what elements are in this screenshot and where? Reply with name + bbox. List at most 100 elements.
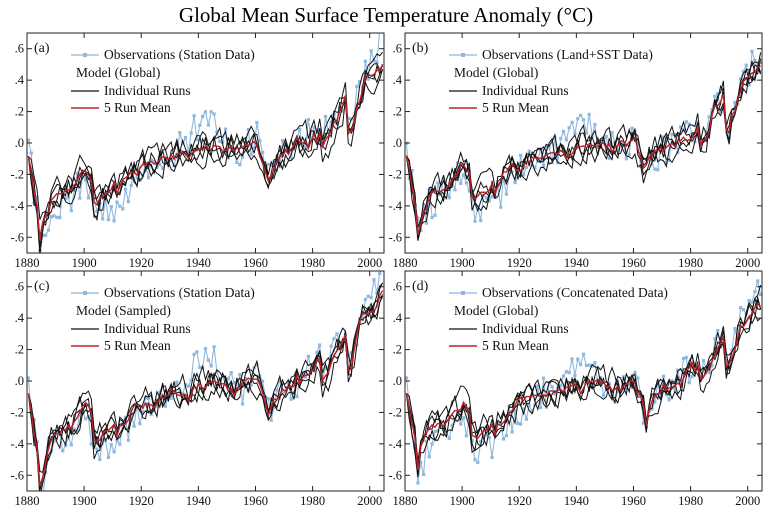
observation-point [587, 112, 591, 116]
observation-point [81, 173, 85, 177]
observation-point [519, 153, 523, 157]
x-tick-label: 1880 [393, 256, 418, 270]
observation-point [670, 379, 674, 383]
observation-point [229, 371, 233, 375]
observation-point [118, 442, 122, 446]
observation-point [266, 162, 270, 167]
observation-point [424, 439, 428, 443]
observation-point [186, 150, 190, 154]
observation-point [487, 199, 491, 203]
observation-point [258, 139, 262, 143]
x-tick-label: 1900 [450, 256, 475, 270]
observation-point [306, 118, 310, 122]
y-tick-label: .0 [15, 136, 24, 150]
observation-point [433, 213, 437, 217]
x-tick-label: 1980 [678, 494, 703, 508]
observation-point [641, 421, 646, 425]
observation-point [756, 279, 760, 283]
observation-point [29, 151, 33, 155]
observation-point [507, 172, 511, 176]
legend-observations-marker [461, 291, 465, 295]
y-tick-label: .0 [15, 374, 24, 388]
plot-area [405, 49, 762, 241]
observation-point [733, 100, 737, 105]
observation-point [673, 388, 677, 392]
observation-point [696, 120, 700, 124]
observation-point [195, 138, 199, 142]
x-tick-label: 2000 [357, 494, 382, 508]
observation-point [710, 107, 714, 112]
observation-point [521, 407, 526, 411]
observation-point [630, 126, 634, 130]
observation-point [315, 128, 319, 132]
observation-point [126, 200, 130, 204]
observation-point [693, 362, 697, 366]
observation-point [101, 217, 105, 221]
observation-point [687, 122, 691, 126]
observation-point [573, 373, 577, 377]
observation-point [484, 196, 488, 200]
observation-point [375, 291, 379, 295]
observation-point [490, 455, 494, 459]
observation-point [46, 228, 50, 232]
observation-point [544, 144, 548, 148]
observation-point [661, 135, 666, 139]
observation-point [209, 364, 213, 368]
observation-point [442, 427, 446, 431]
observation-point [175, 380, 179, 384]
observation-point [656, 168, 660, 172]
observation-point [269, 163, 273, 167]
observation-point [109, 205, 113, 209]
legend-observations-marker [83, 53, 87, 57]
observation-point [419, 460, 423, 465]
observation-point [241, 402, 245, 406]
y-tick-label: .0 [393, 374, 402, 388]
observation-point [442, 176, 446, 180]
observation-point [570, 120, 574, 124]
observation-point [49, 215, 53, 219]
observation-point [306, 354, 310, 358]
legend-individual-label: Individual Runs [482, 83, 569, 98]
observation-point [181, 142, 185, 146]
observation-point [41, 497, 44, 500]
observation-point [721, 333, 725, 337]
observation-point [521, 173, 526, 177]
observation-point [149, 158, 153, 162]
y-tick-label: -.2 [388, 405, 402, 419]
observation-point [346, 355, 350, 359]
observation-point [504, 192, 508, 196]
observation-point [298, 127, 302, 131]
observation-point [747, 83, 751, 87]
observation-point [315, 351, 319, 355]
five-run-mean-line [405, 303, 761, 471]
y-tick-label: -.4 [10, 199, 24, 213]
observation-point [416, 481, 420, 485]
observation-point [178, 131, 182, 135]
observation-point [747, 299, 751, 303]
panel-label: (d) [412, 279, 429, 294]
x-tick-label: 1880 [15, 256, 40, 270]
observation-point [559, 136, 563, 141]
observation-point [501, 437, 506, 441]
y-tick-label: -.2 [10, 405, 24, 419]
observation-point [215, 370, 219, 374]
observation-point [716, 92, 720, 96]
y-tick-label: -.6 [10, 468, 24, 482]
observation-point [670, 132, 674, 136]
observation-point [636, 376, 640, 380]
y-tick-label: -.4 [388, 199, 402, 213]
observation-point [323, 366, 328, 370]
observation-point [61, 449, 65, 453]
observation-point [679, 381, 683, 385]
observation-point [246, 127, 250, 132]
x-tick-label: 1900 [450, 494, 475, 508]
panel-label: (c) [34, 279, 50, 294]
legend: Observations (Land+SST Data) Model (Globa… [449, 47, 653, 115]
observation-point [673, 133, 677, 137]
observation-point [479, 439, 483, 444]
observation-point [753, 58, 757, 63]
observation-point [456, 411, 460, 415]
observation-point [138, 422, 142, 426]
y-tick-label: -.6 [388, 468, 402, 482]
